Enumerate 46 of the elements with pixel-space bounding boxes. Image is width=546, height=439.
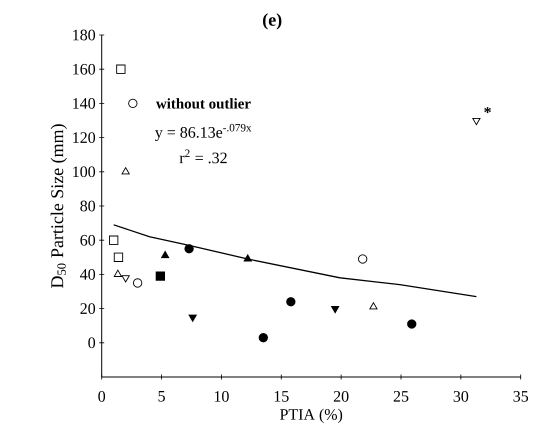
point [161,250,170,258]
point [358,254,368,264]
y-tick-label: 140 [73,98,96,109]
x-tick-label: 30 [454,391,468,402]
point [114,252,124,262]
point [244,254,252,262]
point [407,319,416,329]
x-tick-label: 25 [394,391,408,402]
y-tick-label: 180 [73,30,96,40]
y-tick-label: 20 [80,303,96,314]
y-tick-label: 40 [80,269,96,280]
x-axis-title: PTIA (%) [280,408,342,424]
y-tick-label: 60 [80,234,96,246]
annotation: without outlier [156,98,251,109]
point [109,236,118,245]
annotation: * [484,107,491,114]
annotation: y = 86.13e$^{-.079x}$ [155,124,252,142]
point [369,302,378,310]
point [156,271,166,281]
y-tick-label: 100 [73,166,96,178]
point [122,275,130,282]
point [472,118,480,126]
y-axis-title: D$_{50}$ Particle Size (mm) [50,124,67,288]
x-tick-label: 0 [98,391,106,402]
chart-title: (e) [263,13,282,30]
y-tick-label: 80 [80,200,96,212]
point [128,98,138,108]
point [132,278,142,288]
point [116,64,126,74]
line-series [113,224,478,298]
x-tick-label: 35 [514,391,528,402]
y-tick-label: 160 [73,64,96,75]
x-tick-label: 15 [274,391,289,402]
point [286,297,296,306]
x-tick-label: 20 [334,391,348,402]
y-tick-label: 120 [73,132,96,143]
point [188,314,197,322]
y-tick-label: 0 [88,337,96,348]
x-tick-label: 10 [214,391,229,402]
point [331,306,340,314]
point [114,270,122,277]
x-tick-label: 5 [158,391,165,402]
annotation: r$^{2}$ = .32 [180,149,227,164]
point [258,333,268,342]
point [122,167,130,174]
point [184,244,194,254]
